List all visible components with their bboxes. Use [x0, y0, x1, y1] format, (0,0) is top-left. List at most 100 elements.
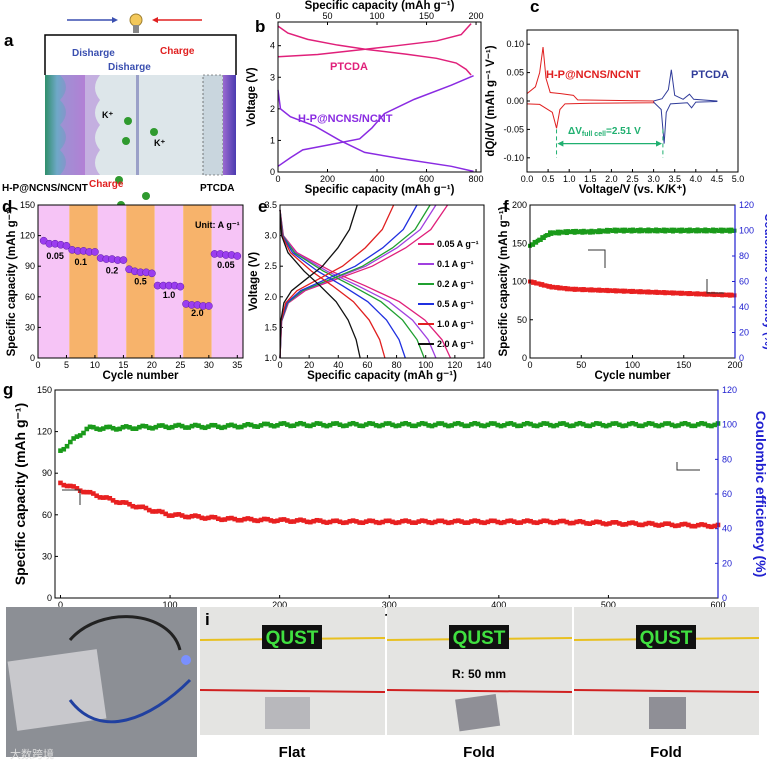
- data-point: [525, 518, 530, 523]
- data-point: [173, 423, 178, 428]
- data-point: [426, 520, 431, 525]
- legend-label: 0.2 A g⁻¹: [437, 279, 474, 289]
- data-point: [215, 516, 221, 522]
- data-point: [449, 520, 455, 525]
- data-point: [123, 500, 129, 505]
- data-point: [202, 516, 208, 521]
- data-point: [659, 522, 665, 528]
- rate-band: [211, 205, 243, 358]
- data-point: [281, 421, 287, 426]
- y2-axis-label: Coulombic efficiency (%): [762, 213, 767, 350]
- series-line: [277, 25, 472, 76]
- x-tick-label: 0.5: [542, 174, 555, 184]
- data-point: [488, 518, 494, 524]
- data-point: [432, 422, 438, 428]
- data-point: [676, 423, 681, 428]
- data-point: [640, 522, 645, 528]
- discharge-curve: [279, 209, 406, 359]
- data-point: [630, 520, 635, 525]
- data-point: [91, 248, 99, 256]
- data-point: [386, 421, 392, 426]
- data-point: [148, 269, 156, 278]
- series-left: [58, 480, 721, 530]
- data-point: [590, 520, 596, 525]
- data-point: [633, 521, 639, 526]
- red-wire: [573, 689, 760, 693]
- data-point: [317, 518, 323, 523]
- data-point: [150, 426, 155, 431]
- data-point: [541, 236, 546, 241]
- data-point: [531, 520, 537, 525]
- data-point: [77, 433, 83, 438]
- data-point: [258, 517, 264, 523]
- data-point: [143, 424, 149, 429]
- y-tick-label: 90: [25, 261, 35, 271]
- data-point: [314, 421, 320, 426]
- panel-label-d: d: [2, 197, 12, 216]
- data-point: [340, 423, 346, 429]
- data-point: [97, 495, 103, 500]
- x-axis-label: Specific capacity (mAh g⁻¹): [307, 370, 457, 382]
- data-point: [478, 520, 484, 525]
- data-point: [452, 518, 458, 524]
- x-tick-label: 2.0: [605, 174, 618, 184]
- data-point: [245, 421, 251, 427]
- pouch-cell: [455, 693, 501, 732]
- data-point: [577, 518, 583, 524]
- data-point: [344, 423, 349, 428]
- data-point: [81, 489, 86, 495]
- blue-wire: [68, 678, 192, 724]
- x-tick-label: 200: [272, 600, 287, 610]
- data-point: [442, 519, 448, 525]
- data-point: [347, 518, 353, 524]
- x-tick-label: 0.0: [521, 174, 534, 184]
- data-point: [709, 423, 714, 429]
- data-point: [561, 518, 566, 524]
- data-point: [436, 518, 441, 524]
- y-tick-label: 0.05: [506, 68, 524, 78]
- data-point: [160, 423, 165, 428]
- data-point: [528, 518, 533, 524]
- data-point: [87, 489, 93, 495]
- data-point: [347, 421, 353, 427]
- x-tick-label: 200: [727, 360, 742, 370]
- y-axis-label: dQ/dV (mAh g⁻¹ V⁻¹): [485, 45, 497, 156]
- series-line: [277, 74, 474, 167]
- data-point: [505, 518, 510, 524]
- y2-axis-label: Coulombic efficiency (%): [753, 411, 767, 577]
- series-left: [528, 279, 737, 298]
- data-point: [429, 520, 435, 526]
- data-point: [370, 518, 376, 524]
- x-tick-label: 120: [447, 360, 462, 370]
- data-point: [367, 421, 372, 426]
- x-tick-label: 40: [333, 360, 343, 370]
- data-point: [308, 519, 313, 525]
- data-point: [502, 519, 507, 525]
- data-point: [163, 511, 168, 517]
- x-tick-label: 3.0: [647, 174, 660, 184]
- data-point: [548, 519, 553, 525]
- data-point: [94, 426, 99, 432]
- data-point: [465, 423, 471, 429]
- data-point: [204, 302, 213, 310]
- data-point: [600, 521, 606, 526]
- data-point: [617, 521, 622, 526]
- caption: Fold: [463, 744, 495, 761]
- data-point: [252, 518, 257, 523]
- data-point: [416, 519, 422, 524]
- data-point: [120, 500, 126, 505]
- data-point: [143, 505, 149, 511]
- led-text: QUST: [453, 628, 506, 649]
- data-point: [146, 425, 152, 431]
- data-point: [695, 522, 701, 528]
- data-point: [314, 517, 320, 523]
- data-point: [311, 422, 316, 427]
- data-point: [238, 517, 244, 523]
- data-point: [222, 424, 228, 430]
- data-point: [679, 421, 685, 427]
- x-tick-label: 10: [90, 360, 100, 370]
- data-point: [68, 439, 73, 445]
- data-point: [71, 484, 76, 489]
- data-point: [482, 520, 487, 526]
